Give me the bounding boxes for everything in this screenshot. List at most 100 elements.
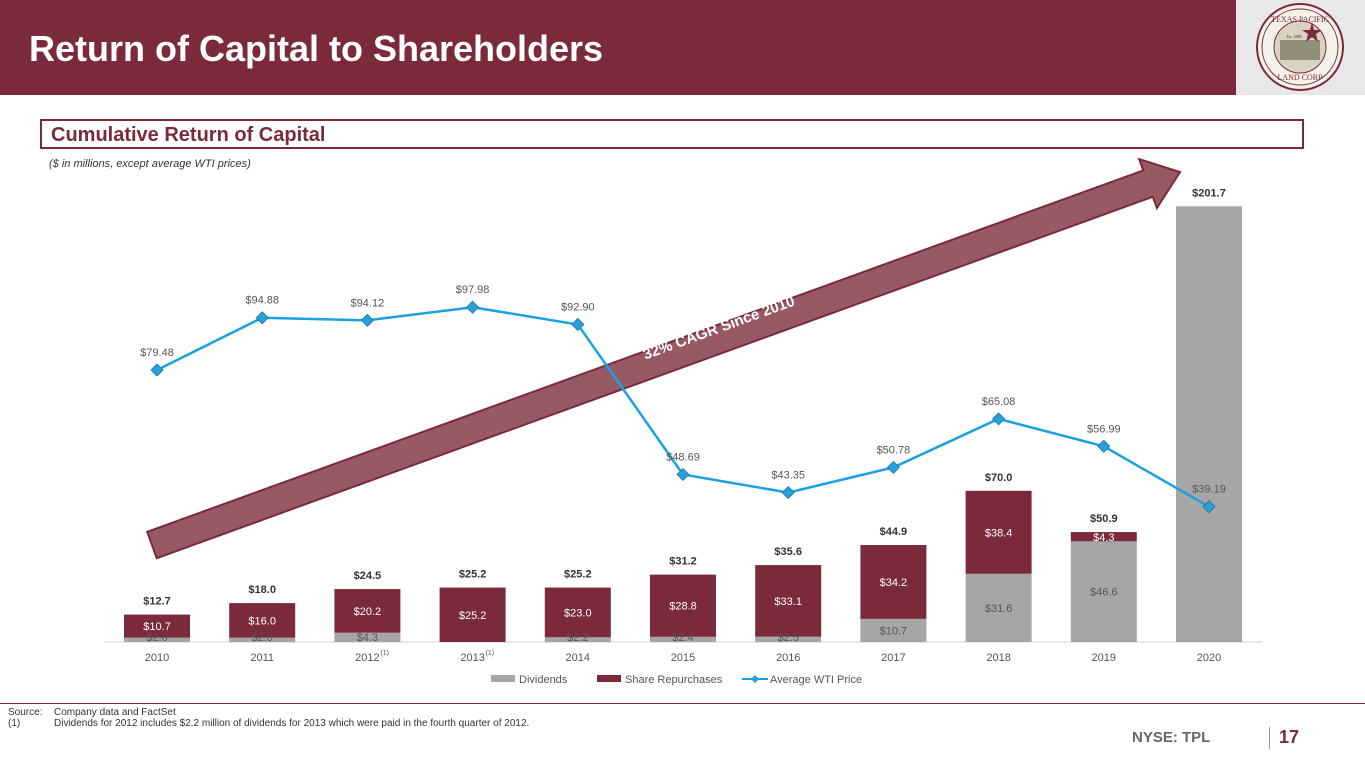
return-of-capital-chart: 32% CAGR Since 2010$2.0$10.7$12.72010$2.… — [104, 157, 1262, 686]
data-label-share-repurchases: $10.7 — [143, 621, 171, 633]
data-label-dividends: $2.4 — [672, 632, 693, 644]
bar-share-repurchases — [544, 587, 611, 638]
data-label-dividends: $2.0 — [251, 632, 272, 644]
data-label-share-repurchases: $20.2 — [354, 606, 382, 618]
ticker-label: NYSE: TPL — [1132, 729, 1211, 746]
data-label-total: $201.7 — [1192, 187, 1226, 199]
data-label-total: $31.2 — [669, 556, 697, 568]
cagr-arrow-shape — [145, 157, 1182, 560]
bar-share-repurchases — [439, 587, 506, 642]
footnote-source-text: Company data and FactSet — [54, 707, 176, 718]
wti-point — [992, 412, 1006, 426]
wti-data-label: $94.88 — [245, 295, 279, 307]
wti-data-label: $97.98 — [456, 284, 490, 296]
data-label-dividends: $2.2 — [567, 632, 588, 644]
cagr-arrow: 32% CAGR Since 2010 — [145, 157, 1182, 560]
x-tick-label: 2018 — [986, 652, 1010, 664]
bar-dividends — [229, 637, 296, 642]
wti-point — [255, 311, 269, 325]
legend-swatch-share-repurchases — [597, 675, 621, 682]
wti-data-label: $79.48 — [140, 347, 174, 359]
bar-dividends — [334, 632, 401, 642]
wti-point — [1202, 500, 1216, 514]
data-label-dividends: $2.5 — [777, 632, 798, 644]
footnote-1-label: (1) — [8, 718, 21, 729]
x-tick-label: 2020 — [1197, 652, 1221, 664]
data-label-share-repurchases: $38.4 — [985, 527, 1013, 539]
bar-dividends — [755, 636, 822, 642]
logo-text-bottom: LAND CORP — [1277, 73, 1323, 82]
wti-point — [781, 486, 795, 500]
wti-point — [150, 363, 164, 377]
data-label-total: $44.9 — [880, 526, 908, 538]
bar-dividends — [544, 637, 611, 642]
x-tick-label: 2011 — [250, 652, 274, 664]
company-logo: TEXAS PACIFIC Est. 1888 LAND CORP — [1236, 0, 1365, 95]
section-title: Cumulative Return of Capital — [51, 124, 326, 146]
wti-point — [360, 313, 374, 327]
bar-share-repurchases — [1070, 532, 1137, 542]
x-tick-label: 2015 — [671, 652, 695, 664]
legend-swatch-dividends — [491, 675, 515, 682]
x-tick-label: 2012 — [355, 652, 379, 664]
wti-data-label: $39.19 — [1192, 484, 1226, 496]
legend-label-wti: Average WTI Price — [770, 674, 862, 686]
wti-data-label: $92.90 — [561, 301, 595, 313]
x-tick-label: 2019 — [1092, 652, 1116, 664]
x-tick-label: 2016 — [776, 652, 800, 664]
footnote-source-label: Source: — [8, 707, 43, 718]
data-label-dividends: $2.0 — [146, 632, 167, 644]
x-tick-superscript: (1) — [380, 650, 389, 657]
x-tick-label: 2014 — [566, 652, 590, 664]
x-tick-superscript: (1) — [486, 650, 495, 657]
units-note: ($ in millions, except average WTI price… — [49, 158, 251, 170]
data-label-dividends: $46.6 — [1090, 587, 1118, 599]
wti-data-label: $94.12 — [351, 297, 385, 309]
wti-point — [1097, 439, 1111, 453]
data-label-total: $35.6 — [774, 546, 802, 558]
bar-dividends — [124, 637, 190, 642]
page-number-divider — [1269, 727, 1270, 749]
page-title: Return of Capital to Shareholders — [29, 28, 604, 69]
bar-share-repurchases — [965, 490, 1032, 574]
wti-point — [676, 467, 690, 482]
bar-share-repurchases — [334, 589, 401, 633]
legend-label-share-repurchases: Share Repurchases — [625, 674, 723, 686]
data-label-share-repurchases: $23.0 — [564, 607, 592, 619]
bar-share-repurchases — [755, 565, 822, 637]
legend-label-dividends: Dividends — [519, 674, 568, 686]
data-label-total: $70.0 — [985, 472, 1013, 484]
bar-share-repurchases — [650, 574, 716, 637]
data-label-share-repurchases: $16.0 — [248, 615, 276, 627]
data-label-total: $18.0 — [248, 584, 276, 596]
footer-divider — [0, 703, 1365, 704]
bar-dividends — [860, 618, 927, 642]
data-label-share-repurchases: $34.2 — [880, 577, 908, 589]
section-header: Cumulative Return of Capital — [40, 119, 1304, 149]
wti-data-label: $43.35 — [771, 470, 805, 482]
data-label-total: $25.2 — [459, 569, 487, 581]
wti-point — [466, 300, 480, 314]
bar-share-repurchases — [229, 603, 296, 638]
data-label-total: $25.2 — [564, 569, 592, 581]
bar-dividends — [1070, 541, 1137, 642]
data-label-share-repurchases: $25.2 — [459, 610, 487, 622]
data-label-share-repurchases: $28.8 — [669, 601, 697, 613]
data-label-dividends: $31.6 — [985, 603, 1013, 615]
logo-text-mid: Est. 1888 — [1286, 34, 1301, 39]
x-tick-label: 2010 — [145, 652, 169, 664]
wti-data-label: $50.78 — [877, 444, 911, 456]
wti-point — [571, 317, 585, 332]
data-label-dividends: $4.3 — [357, 632, 378, 644]
wti-point — [886, 460, 900, 474]
logo-text-top: TEXAS PACIFIC — [1271, 15, 1329, 24]
wti-data-label: $56.99 — [1087, 423, 1121, 435]
data-label-share-repurchases: $33.1 — [774, 596, 802, 608]
legend-swatch-wti-marker — [751, 675, 759, 683]
data-label-total: $12.7 — [143, 596, 171, 608]
wti-data-label: $65.08 — [982, 396, 1016, 408]
data-label-total: $50.9 — [1090, 513, 1118, 525]
data-label-dividends: $10.7 — [880, 625, 908, 637]
data-label-share-repurchases: $4.3 — [1093, 532, 1114, 544]
x-tick-label: 2013 — [460, 652, 484, 664]
